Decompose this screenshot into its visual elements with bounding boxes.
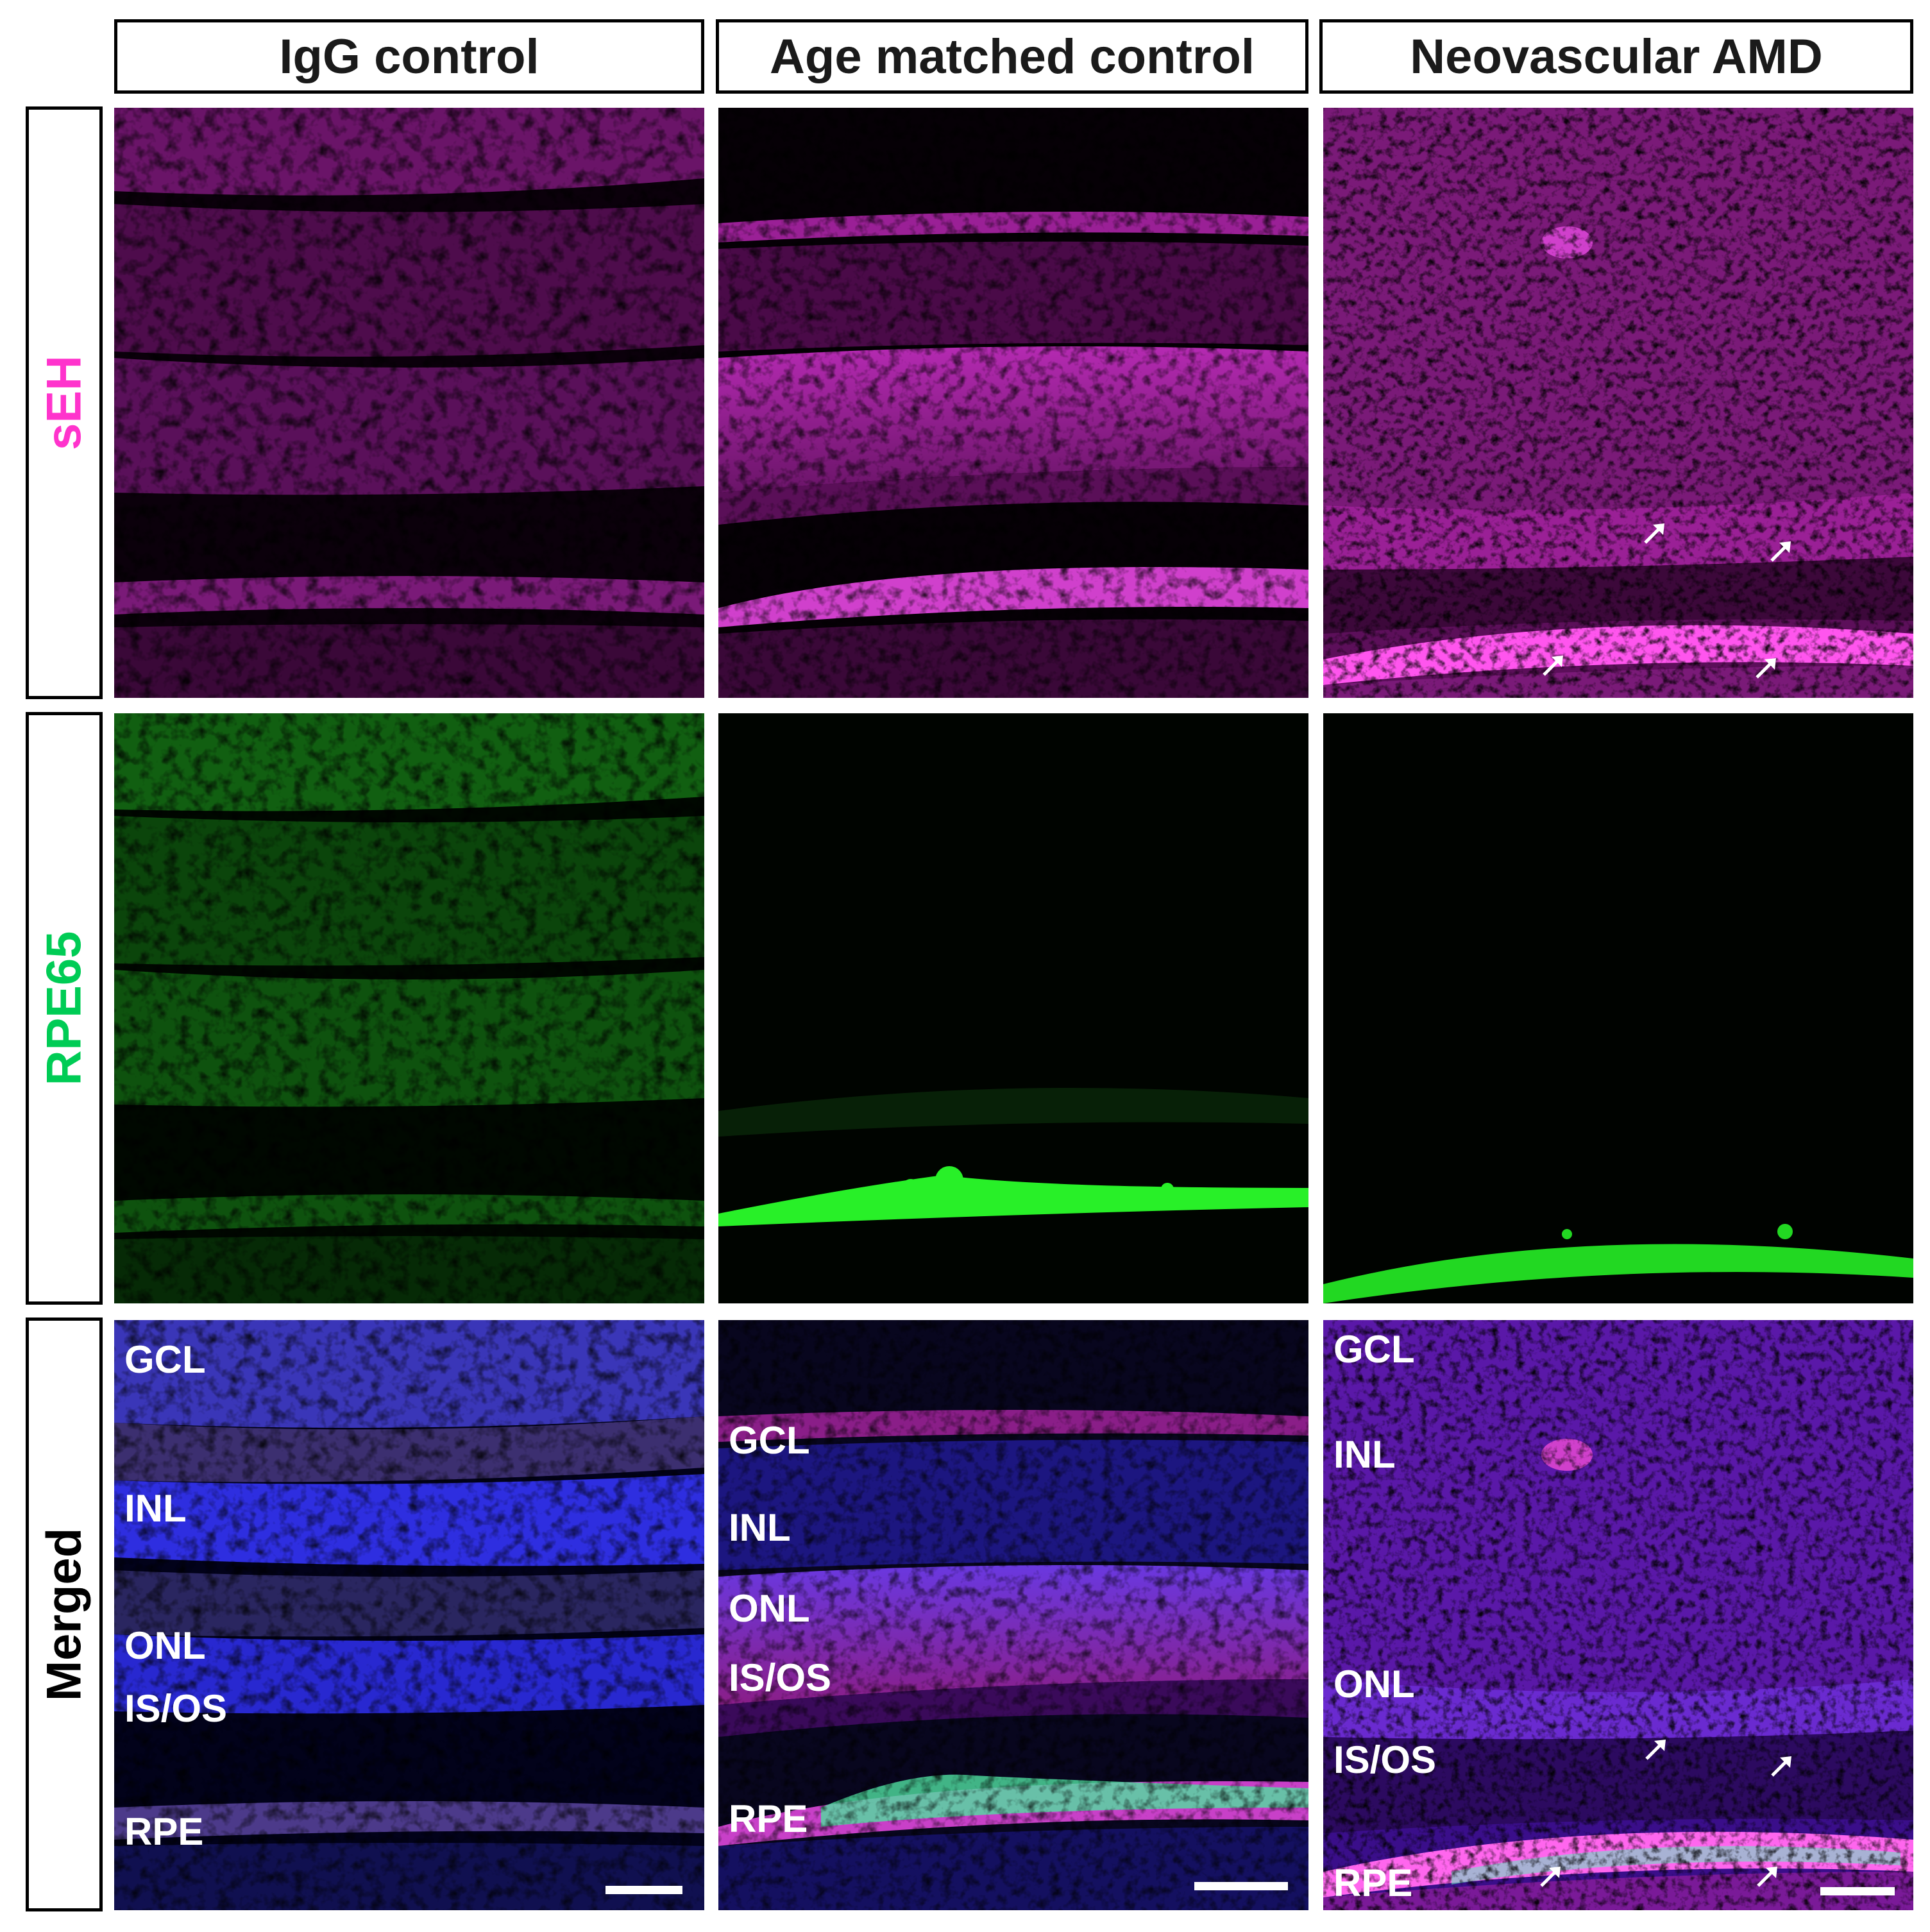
arrow-up-right-icon xyxy=(1644,1736,1670,1761)
panel-seh-neovascular-amd xyxy=(1323,108,1913,698)
scale-bar xyxy=(605,1886,682,1894)
layer-label-gcl: GCL xyxy=(729,1419,810,1462)
row-header-seh: sEH xyxy=(26,106,103,699)
layer-label-onl: ONL xyxy=(124,1624,206,1667)
layer-label-onl: ONL xyxy=(1333,1663,1415,1706)
arrow-up-right-icon xyxy=(1769,538,1795,563)
scale-bar xyxy=(1820,1887,1895,1895)
arrow-up-right-icon xyxy=(1770,1752,1795,1778)
arrow-up-right-icon xyxy=(1539,1863,1564,1888)
row-label-seh: sEH xyxy=(37,355,92,450)
scale-bar xyxy=(1194,1882,1288,1890)
panel-merged-neovascular-amd: GCL INL ONL IS/OS RPE xyxy=(1323,1320,1913,1910)
layer-label-isos: IS/OS xyxy=(729,1656,832,1699)
layer-label-isos: IS/OS xyxy=(1333,1738,1437,1781)
arrow-up-right-icon xyxy=(1756,1863,1781,1888)
layer-label-gcl: GCL xyxy=(124,1338,206,1381)
layer-label-inl: INL xyxy=(729,1506,791,1549)
layer-label-isos: IS/OS xyxy=(124,1687,228,1730)
layer-label-inl: INL xyxy=(124,1487,187,1530)
arrow-up-right-icon xyxy=(1541,652,1567,677)
layer-label-rpe: RPE xyxy=(1333,1861,1413,1904)
layer-label-inl: INL xyxy=(1333,1433,1396,1476)
column-header-igg-control: IgG control xyxy=(114,19,704,94)
layer-label-rpe: RPE xyxy=(729,1797,808,1840)
panel-rpe65-age-matched xyxy=(718,713,1308,1303)
column-header-neovascular-amd: Neovascular AMD xyxy=(1319,19,1913,94)
layer-label-onl: ONL xyxy=(729,1587,810,1630)
panel-rpe65-igg-control xyxy=(114,713,704,1303)
panel-seh-age-matched xyxy=(718,108,1308,698)
panel-seh-igg-control xyxy=(114,108,704,698)
panel-rpe65-neovascular-amd xyxy=(1323,713,1913,1303)
row-label-merged: Merged xyxy=(37,1527,92,1702)
layer-label-rpe: RPE xyxy=(124,1810,204,1853)
layer-label-gcl: GCL xyxy=(1333,1328,1415,1371)
panel-merged-igg-control: GCL INL ONL IS/OS RPE xyxy=(114,1320,704,1910)
row-label-rpe65: RPE65 xyxy=(37,931,92,1086)
arrow-up-right-icon xyxy=(1754,654,1780,680)
row-header-rpe65: RPE65 xyxy=(26,712,103,1305)
arrow-up-right-icon xyxy=(1643,520,1668,545)
row-header-merged: Merged xyxy=(26,1318,103,1911)
column-header-age-matched-control: Age matched control xyxy=(716,19,1308,94)
panel-merged-age-matched: GCL INL ONL IS/OS RPE xyxy=(718,1320,1308,1910)
